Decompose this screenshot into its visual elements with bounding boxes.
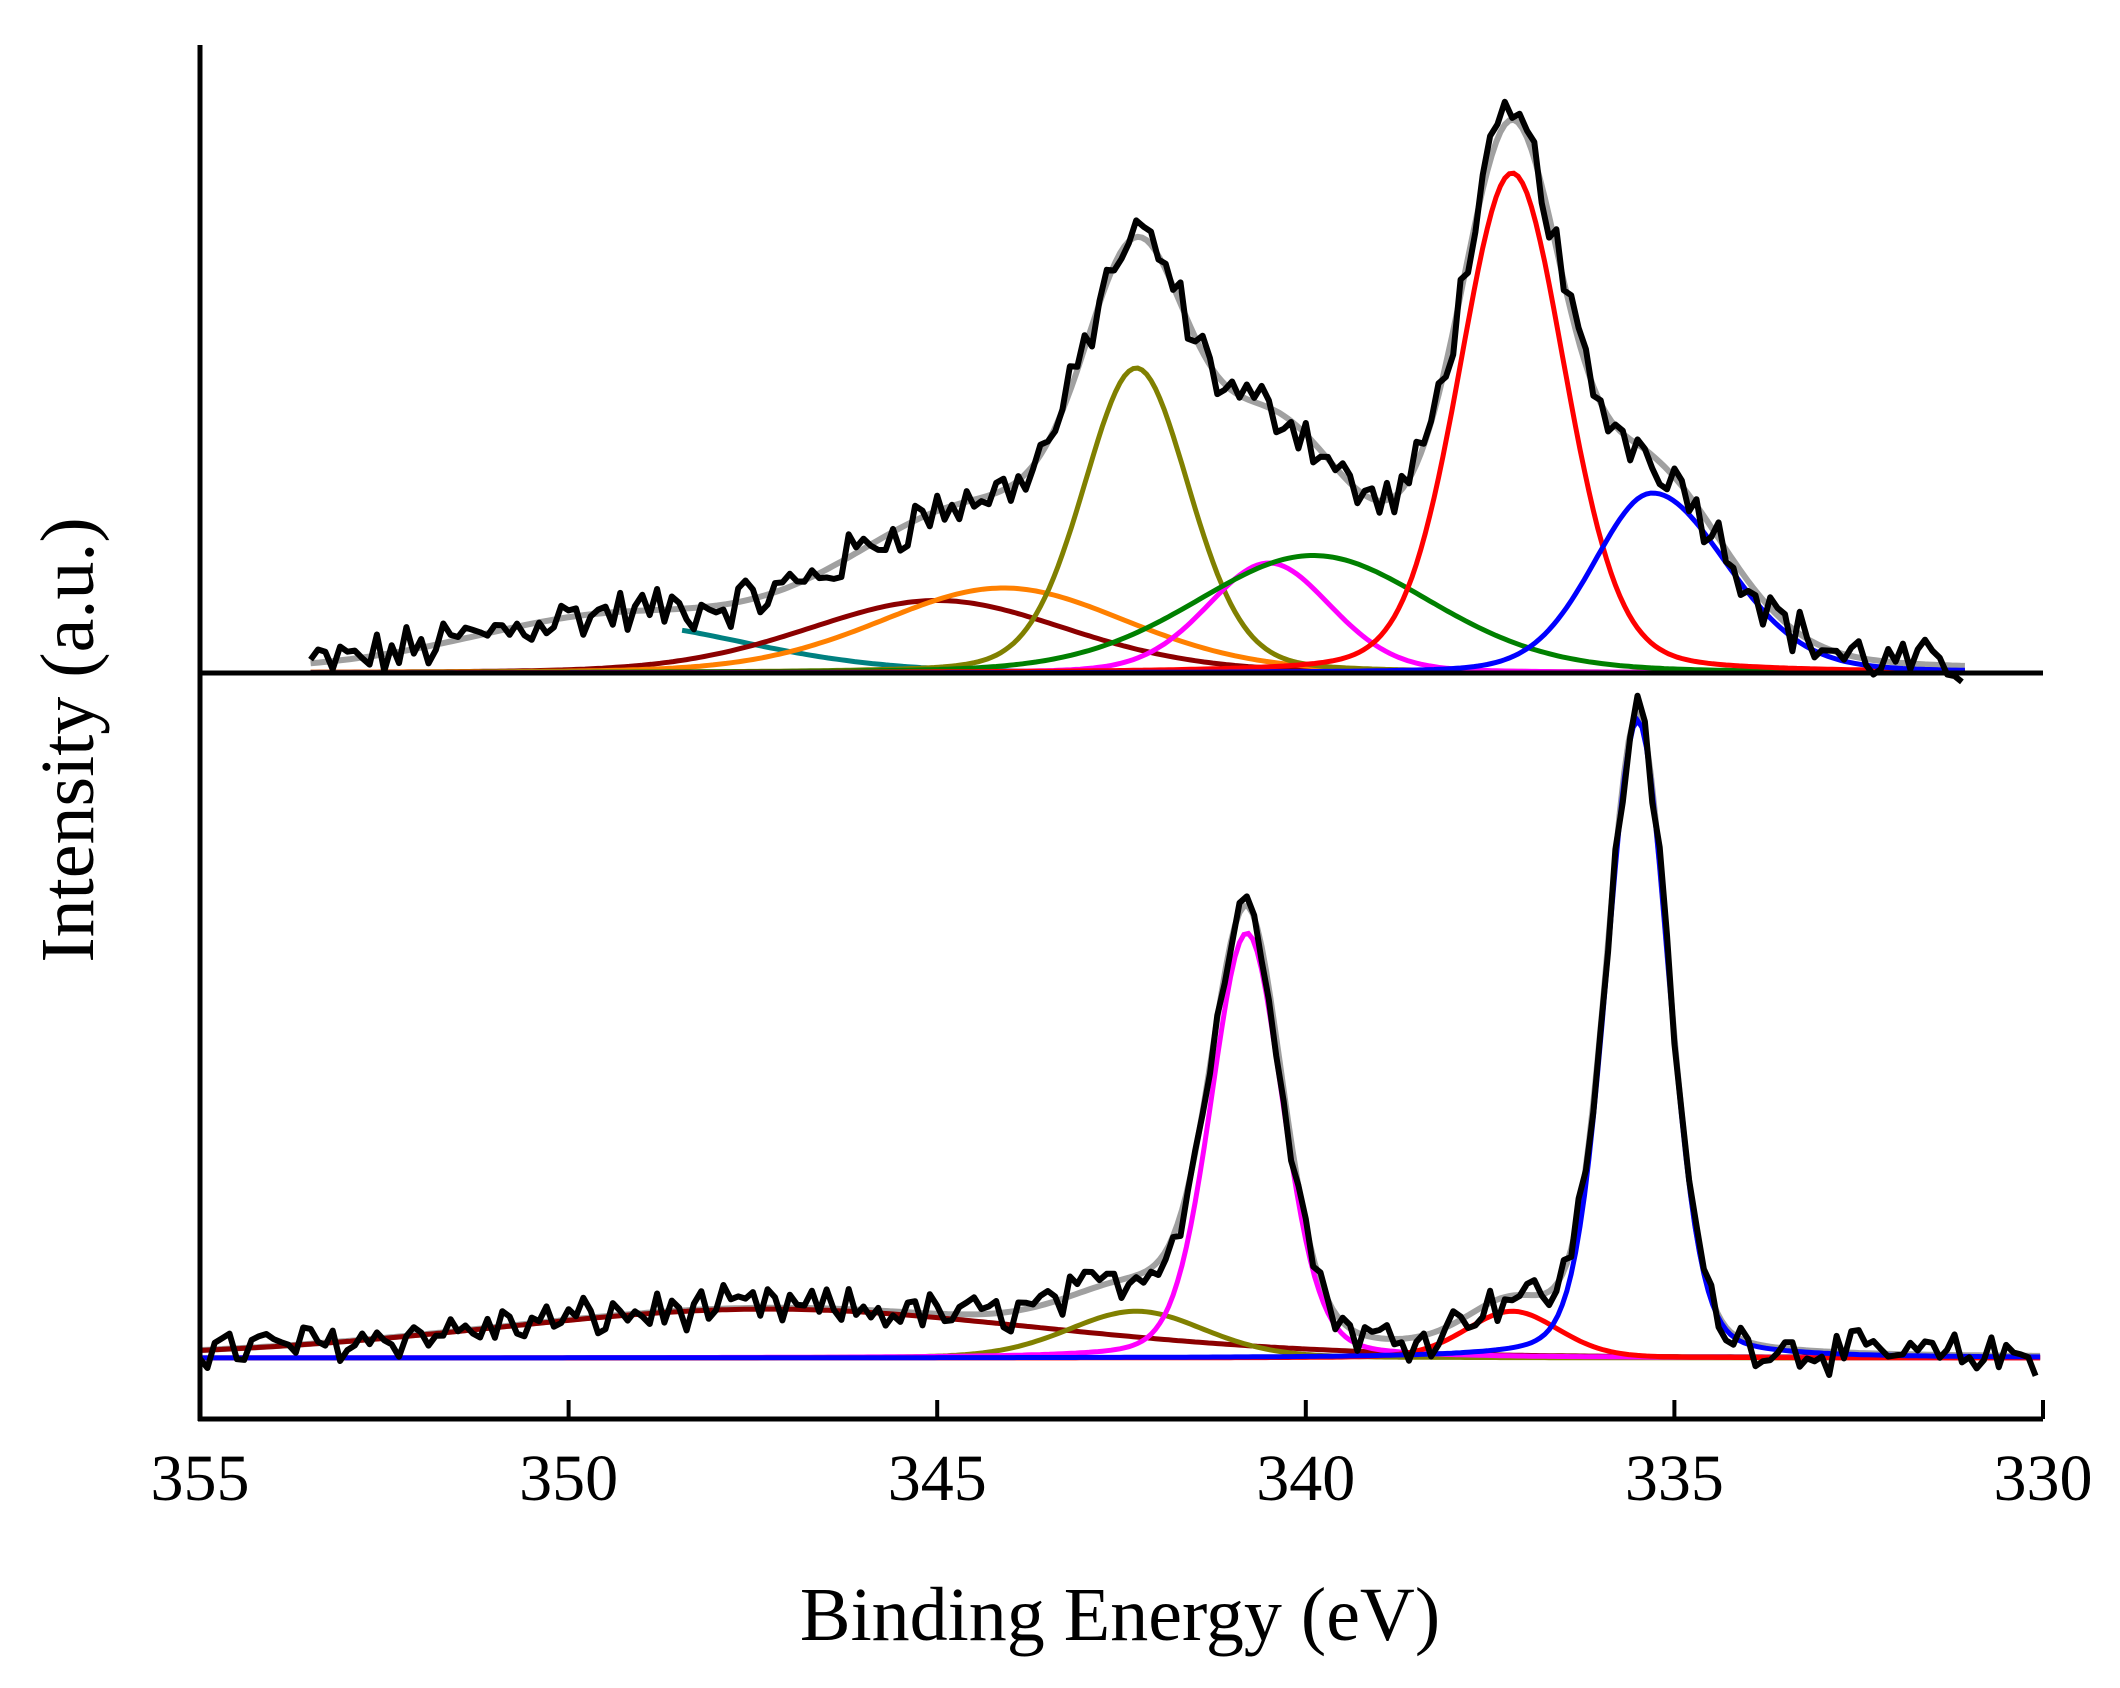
x-tick-label-340: 340 <box>1256 1442 1355 1515</box>
top-envelope-line <box>310 116 1965 669</box>
x-tick-label-345: 345 <box>888 1442 987 1515</box>
plot-area <box>197 98 2041 1378</box>
x-ticks: 355 350 345 340 335 330 <box>151 1400 2093 1515</box>
x-axis-label: Binding Energy (eV) <box>800 1573 1440 1657</box>
bottom-component-blue <box>200 715 2041 1361</box>
top-component-red <box>310 170 1965 676</box>
bottom-envelope-line <box>199 709 2041 1359</box>
top-raw-spectrum <box>308 98 1964 685</box>
x-tick-label-330: 330 <box>1994 1442 2093 1515</box>
x-tick-label-350: 350 <box>519 1442 618 1515</box>
y-axis-label: Intensity (a.u.) <box>26 517 110 962</box>
bottom-raw-spectrum <box>197 692 2039 1378</box>
x-tick-label-335: 335 <box>1625 1442 1724 1515</box>
x-tick-label-355: 355 <box>151 1442 250 1515</box>
